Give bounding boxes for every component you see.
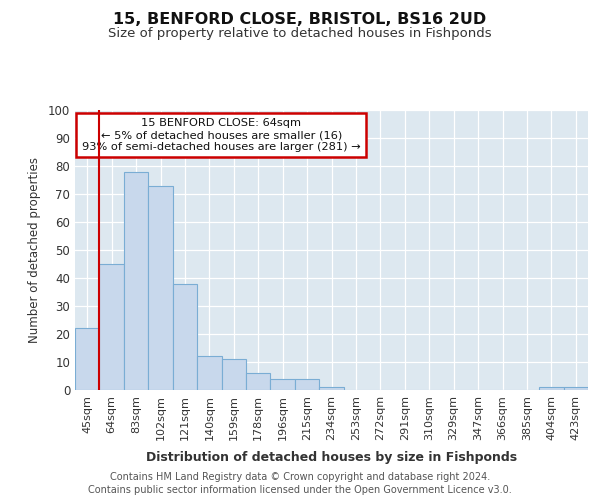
Text: Size of property relative to detached houses in Fishponds: Size of property relative to detached ho… xyxy=(108,28,492,40)
Bar xyxy=(246,373,271,390)
Bar xyxy=(148,186,173,390)
Bar xyxy=(319,387,344,390)
Y-axis label: Number of detached properties: Number of detached properties xyxy=(28,157,41,343)
Text: 15, BENFORD CLOSE, BRISTOL, BS16 2UD: 15, BENFORD CLOSE, BRISTOL, BS16 2UD xyxy=(113,12,487,28)
Bar xyxy=(221,359,246,390)
Bar xyxy=(173,284,197,390)
Bar xyxy=(124,172,148,390)
Text: Contains public sector information licensed under the Open Government Licence v3: Contains public sector information licen… xyxy=(88,485,512,495)
Bar xyxy=(271,379,295,390)
Text: Contains HM Land Registry data © Crown copyright and database right 2024.: Contains HM Land Registry data © Crown c… xyxy=(110,472,490,482)
Bar xyxy=(197,356,221,390)
Bar xyxy=(100,264,124,390)
Text: 15 BENFORD CLOSE: 64sqm
← 5% of detached houses are smaller (16)
93% of semi-det: 15 BENFORD CLOSE: 64sqm ← 5% of detached… xyxy=(82,118,361,152)
Bar xyxy=(75,328,100,390)
Bar xyxy=(539,387,563,390)
Bar xyxy=(295,379,319,390)
Bar xyxy=(563,387,588,390)
X-axis label: Distribution of detached houses by size in Fishponds: Distribution of detached houses by size … xyxy=(146,451,517,464)
